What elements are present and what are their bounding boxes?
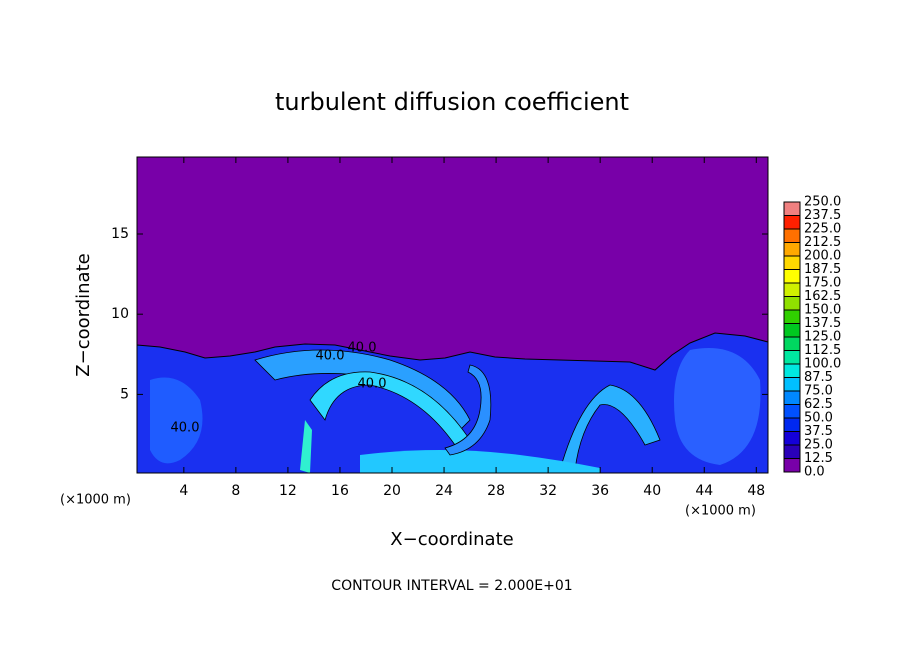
colorbar-label: 175.0 bbox=[804, 276, 841, 291]
colorbar-label: 100.0 bbox=[804, 357, 841, 372]
colorbar-swatch bbox=[784, 283, 800, 297]
x-axis-title: X−coordinate bbox=[390, 529, 513, 550]
x-tick-label: 20 bbox=[383, 483, 401, 499]
x-tick-label: 32 bbox=[539, 483, 557, 499]
colorbar-label: 225.0 bbox=[804, 222, 841, 237]
contour-label: 40.0 bbox=[358, 377, 387, 392]
colorbar-swatch bbox=[784, 337, 800, 351]
eddy bbox=[674, 348, 761, 465]
colorbar-swatch bbox=[784, 323, 800, 337]
chart-title: turbulent diffusion coefficient bbox=[275, 88, 629, 116]
colorbar-swatch bbox=[784, 242, 800, 256]
colorbar-label: 125.0 bbox=[804, 330, 841, 345]
colorbar-swatch bbox=[784, 431, 800, 445]
y-tick-label: 10 bbox=[111, 306, 129, 322]
x-tick-label: 24 bbox=[435, 483, 453, 499]
streak bbox=[254, 349, 471, 431]
colorbar-label: 150.0 bbox=[804, 303, 841, 318]
colorbar-swatch bbox=[784, 256, 800, 270]
colorbar-swatch bbox=[784, 350, 800, 364]
colorbar-label: 50.0 bbox=[804, 411, 833, 426]
colorbar-label: 187.5 bbox=[804, 262, 841, 277]
colorbar-swatch bbox=[784, 229, 800, 243]
streak bbox=[559, 384, 661, 471]
colorbar-swatch bbox=[784, 404, 800, 418]
colorbar-swatch bbox=[784, 377, 800, 391]
colorbar-label: 75.0 bbox=[804, 384, 833, 399]
x-tick-label: 8 bbox=[231, 483, 240, 499]
streak bbox=[444, 364, 492, 456]
x-tick-label: 4 bbox=[179, 483, 188, 499]
colorbar-label: 37.5 bbox=[804, 424, 833, 439]
colorbar-swatch bbox=[784, 445, 800, 459]
x-tick-label: 44 bbox=[695, 483, 713, 499]
x-unit-label: (×1000 m) bbox=[685, 504, 756, 519]
x-tick-label: 28 bbox=[487, 483, 505, 499]
colorbar-label: 200.0 bbox=[804, 249, 841, 264]
colorbar-label: 112.5 bbox=[804, 343, 841, 358]
colorbar-label: 250.0 bbox=[804, 195, 841, 210]
y-tick-label: 15 bbox=[111, 226, 129, 242]
colorbar-label: 62.5 bbox=[804, 397, 833, 412]
colorbar-label: 0.0 bbox=[804, 465, 825, 480]
colorbar-swatch bbox=[784, 215, 800, 229]
x-unit-label: (×1000 m) bbox=[60, 493, 131, 508]
x-tick-label: 36 bbox=[591, 483, 609, 499]
colorbar-label: 237.5 bbox=[804, 208, 841, 223]
colorbar-swatch bbox=[784, 296, 800, 310]
x-tick-label: 12 bbox=[279, 483, 297, 499]
eddy bbox=[150, 377, 203, 464]
colorbar-label: 212.5 bbox=[804, 235, 841, 250]
colorbar-swatch bbox=[784, 269, 800, 283]
x-tick-label: 16 bbox=[331, 483, 349, 499]
y-tick-label: 5 bbox=[120, 386, 129, 402]
contour-label: 40.0 bbox=[171, 421, 200, 436]
contour-label: 40.0 bbox=[316, 349, 345, 364]
colorbar-swatch bbox=[784, 418, 800, 432]
footer-note: CONTOUR INTERVAL = 2.000E+01 bbox=[331, 578, 572, 594]
field bbox=[136, 157, 769, 474]
colorbar-swatch bbox=[784, 458, 800, 472]
colorbar-label: 137.5 bbox=[804, 316, 841, 331]
colorbar-label: 87.5 bbox=[804, 370, 833, 385]
x-tick-label: 40 bbox=[643, 483, 661, 499]
streak bbox=[360, 450, 600, 473]
streak bbox=[300, 420, 312, 473]
colorbar-swatch bbox=[784, 202, 800, 216]
colorbar-label: 162.5 bbox=[804, 289, 841, 304]
colorbar-swatch bbox=[784, 391, 800, 405]
plot-frame bbox=[136, 156, 769, 474]
colorbar-swatch bbox=[784, 310, 800, 324]
colorbar-label: 12.5 bbox=[804, 451, 833, 466]
colorbar-label: 25.0 bbox=[804, 438, 833, 453]
y-axis-title: Z−coordinate bbox=[73, 253, 94, 376]
x-tick-label: 48 bbox=[747, 483, 765, 499]
contour-label: 40.0 bbox=[348, 341, 377, 356]
colorbar-swatch bbox=[784, 364, 800, 378]
